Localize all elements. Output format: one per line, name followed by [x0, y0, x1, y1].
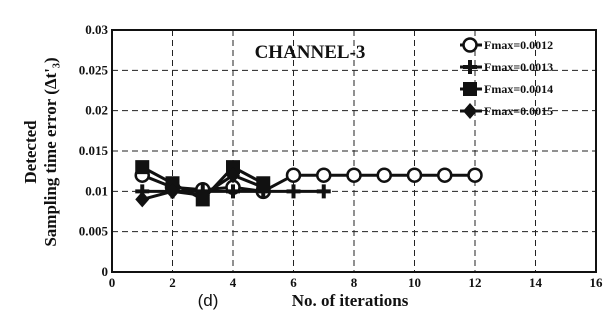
data-point — [135, 160, 150, 175]
series-2 — [135, 184, 331, 199]
data-point — [226, 160, 240, 175]
y-tick-label: 0.01 — [85, 183, 108, 198]
series-line — [141, 173, 475, 193]
y-tick-label: 0.025 — [79, 62, 109, 77]
x-tick-label: 14 — [529, 275, 543, 290]
x-tick-label: 10 — [408, 275, 421, 290]
x-tick-label: 4 — [230, 275, 237, 290]
x-tick-label: 12 — [469, 275, 482, 290]
y-tick-label: 0.03 — [85, 22, 108, 37]
x-tick-label: 8 — [351, 275, 358, 290]
legend-label: Fmax=0.0013 — [484, 60, 553, 74]
panel-label: (d) — [198, 291, 219, 310]
data-point — [165, 176, 180, 191]
data-point — [226, 184, 240, 199]
data-point — [406, 167, 423, 183]
data-point — [316, 167, 332, 183]
legend-label: Fmax=0.0015 — [484, 104, 553, 118]
plot-area-border — [111, 29, 597, 273]
data-point — [286, 184, 301, 199]
legend: Fmax=0.0012 Fmax=0.0013 Fmax=0.0014 Fmax=0.… — [460, 37, 553, 119]
x-tick-labels: 0 2 4 6 8 10 12 14 16 — [109, 275, 603, 290]
y-tick-label: 0.005 — [79, 224, 109, 239]
legend-marker — [463, 82, 477, 96]
x-tick-label: 2 — [169, 275, 176, 290]
data-point — [437, 167, 453, 183]
data-point — [135, 191, 150, 208]
data-point — [346, 167, 362, 183]
data-point — [226, 167, 240, 184]
x-axis-label: No. of iterations — [292, 291, 409, 310]
data-point — [376, 167, 392, 183]
y-tick-label: 0 — [102, 264, 109, 279]
x-tick-label: 0 — [109, 275, 116, 290]
chart-title: CHANNEL-3 — [255, 42, 366, 63]
x-tick-label: 16 — [590, 275, 604, 290]
legend-marker — [462, 37, 478, 53]
y-axis-label-line1: Detected — [21, 120, 40, 184]
data-point — [467, 167, 483, 183]
y-axis-label-line2: Sampling time error (Δt'₃) — [41, 57, 60, 246]
y-tick-label: 0.015 — [79, 143, 109, 158]
y-tick-labels: 0 0.005 0.01 0.015 0.02 0.025 0.03 — [79, 22, 109, 279]
data-series — [134, 160, 483, 208]
data-point — [165, 183, 180, 200]
series-4 — [135, 167, 271, 208]
data-point — [256, 179, 271, 196]
legend-marker — [463, 60, 477, 74]
y-tick-label: 0.02 — [85, 103, 108, 118]
data-point — [195, 187, 210, 204]
legend-label: Fmax=0.0012 — [484, 38, 553, 52]
x-tick-label: 6 — [290, 275, 297, 290]
data-point — [316, 184, 331, 199]
legend-label: Fmax=0.0014 — [484, 82, 553, 96]
data-point — [285, 167, 302, 183]
legend-marker — [463, 103, 477, 119]
grid-lines — [112, 30, 596, 272]
